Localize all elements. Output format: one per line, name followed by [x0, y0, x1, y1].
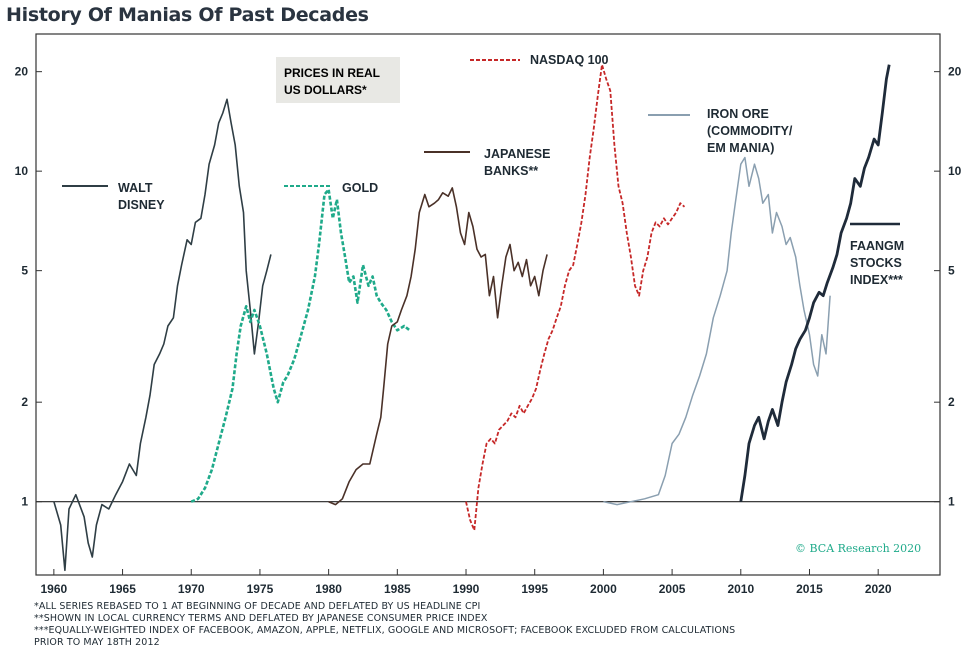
y-tick-label-left: 10 [15, 164, 29, 178]
y-tick-label-right: 1 [948, 495, 955, 509]
series-label-faangm: INDEX*** [850, 273, 903, 287]
y-tick-label-right: 10 [948, 164, 962, 178]
note-box: PRICES IN REAL US DOLLARS* [276, 57, 400, 103]
x-tick-label: 1985 [384, 582, 411, 596]
y-tick-label-left: 1 [21, 495, 28, 509]
y-tick-label-right: 20 [948, 65, 962, 79]
x-tick-label: 1995 [521, 582, 548, 596]
x-tick-label: 2010 [727, 582, 754, 596]
axis-ticks: 1960 1965 1970 1975 1980 1985 1990 1995 2000 2005… [15, 65, 962, 596]
x-tick-label: 2000 [590, 582, 617, 596]
note-box-bg [276, 57, 400, 103]
x-tick-label: 2020 [865, 582, 892, 596]
x-tick-label: 1975 [247, 582, 274, 596]
plot-frame [35, 33, 941, 576]
series-label-walt-disney: DISNEY [118, 198, 165, 212]
footnote-2: **SHOWN IN LOCAL CURRENCY TERMS AND DEFL… [34, 613, 488, 624]
y-tick-label-right: 5 [948, 264, 955, 278]
series-label-nasdaq-100: NASDAQ 100 [530, 53, 609, 67]
x-tick-label: 1965 [109, 582, 136, 596]
x-tick-label: 1960 [41, 582, 68, 596]
series-labels: WALT DISNEY GOLD JAPANESE BANKS** NASDAQ 100 I… [62, 53, 904, 287]
series-label-japanese-banks: BANKS** [484, 164, 538, 178]
series-label-iron-ore: IRON ORE [707, 107, 769, 121]
series-label-faangm: STOCKS [850, 256, 902, 270]
x-tick-label: 1990 [453, 582, 480, 596]
footnote-3: ***EQUALLY-WEIGHTED INDEX OF FACEBOOK, A… [34, 625, 736, 636]
series-label-walt-disney: WALT [118, 181, 153, 195]
watermark: © BCA Research 2020 [795, 542, 921, 555]
footnote-4: PRIOR TO MAY 18TH 2012 [34, 637, 160, 648]
series-line-japanese-banks [328, 187, 548, 506]
series-label-japanese-banks: JAPANESE [484, 147, 550, 161]
note-line-2: US DOLLARS* [284, 83, 367, 97]
series-line-iron-ore [603, 156, 831, 506]
series-line-walt-disney [53, 98, 272, 572]
note-line-1: PRICES IN REAL [284, 66, 380, 80]
series-label-iron-ore: (COMMODITY/ [707, 124, 793, 138]
x-tick-label: 2015 [796, 582, 823, 596]
series-line-nasdaq-100 [465, 63, 686, 532]
series-line-gold [190, 188, 411, 503]
x-tick-label: 1980 [315, 582, 342, 596]
chart-title: History Of Manias Of Past Decades [6, 4, 369, 26]
series-label-faangm: FAANGM [850, 239, 904, 253]
x-tick-label: 2005 [659, 582, 686, 596]
series-line-faangm [739, 64, 891, 502]
y-tick-label-left: 2 [21, 395, 28, 409]
series-label-gold: GOLD [342, 181, 378, 195]
y-tick-label-left: 5 [21, 264, 28, 278]
y-tick-label-left: 20 [15, 65, 29, 79]
plot-border [35, 33, 941, 576]
y-tick-label-right: 2 [948, 395, 955, 409]
series-layer [53, 63, 891, 572]
footnote-1: *ALL SERIES REBASED TO 1 AT BEGINNING OF… [34, 601, 481, 612]
x-tick-label: 1970 [178, 582, 205, 596]
series-label-iron-ore: EM MANIA) [707, 141, 774, 155]
